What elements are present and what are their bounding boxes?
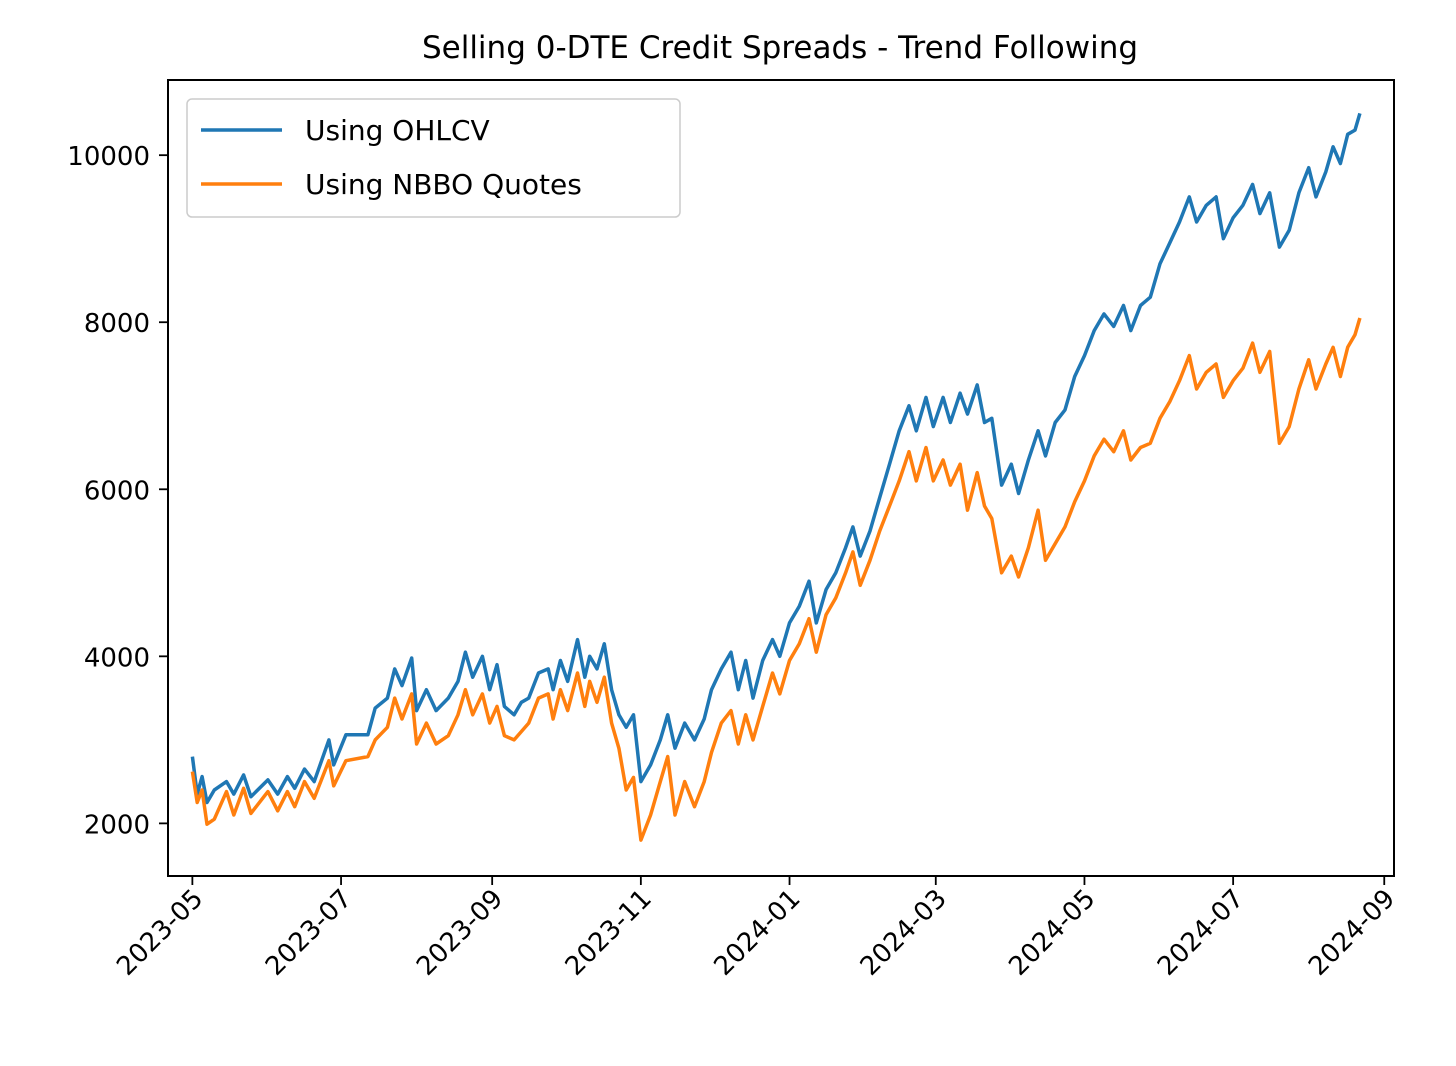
x-tick-label: 2024-07: [1152, 884, 1250, 982]
x-tick-label: 2024-05: [1003, 884, 1101, 982]
chart-title: Selling 0-DTE Credit Spreads - Trend Fol…: [422, 30, 1138, 66]
y-tick-label: 10000: [67, 142, 150, 172]
legend-label-1: Using NBBO Quotes: [305, 168, 582, 201]
y-tick-label: 4000: [84, 643, 150, 673]
x-tick-label: 2023-07: [260, 884, 358, 982]
plot-area: [190, 112, 1362, 842]
x-tick-label: 2024-01: [708, 884, 806, 982]
x-tick-label: 2023-05: [111, 884, 209, 982]
x-axis: 2023-05 2023-07 2023-09 2023-11 2024-01 2024-…: [111, 876, 1401, 982]
x-tick-label: 2024-03: [855, 884, 953, 982]
legend: Using OHLCV Using NBBO Quotes: [186, 98, 681, 218]
series-line-1: [190, 317, 1362, 842]
legend-label-0: Using OHLCV: [305, 114, 490, 147]
y-tick-label: 8000: [84, 309, 150, 339]
y-tick-label: 2000: [84, 810, 150, 840]
legend-box: [186, 98, 681, 218]
x-tick-label: 2024-09: [1303, 884, 1401, 982]
y-axis: 2000 4000 6000 8000 10000: [67, 142, 168, 840]
series-line-0: [190, 112, 1362, 805]
plot-frame: [167, 79, 1395, 877]
x-tick-label: 2023-09: [411, 884, 509, 982]
x-tick-label: 2023-11: [560, 884, 658, 982]
y-tick-label: 6000: [84, 476, 150, 506]
